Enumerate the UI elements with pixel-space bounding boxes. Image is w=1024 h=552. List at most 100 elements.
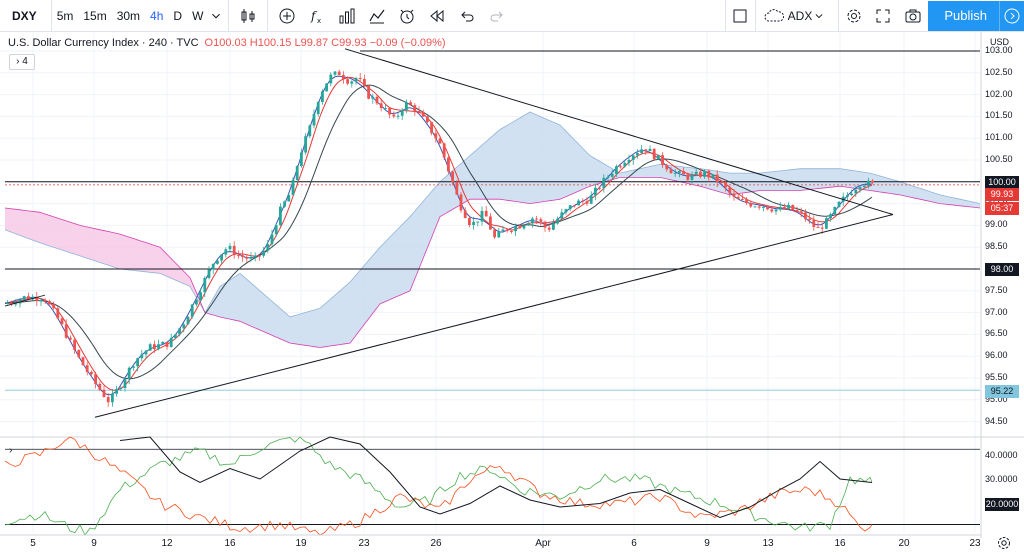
cloud-segment — [203, 307, 206, 313]
cloud-segment — [467, 155, 470, 201]
interval-5m[interactable]: 5m — [56, 8, 74, 23]
interval-30m[interactable]: 30m — [116, 8, 141, 23]
symbol-search[interactable]: DXY — [0, 0, 52, 32]
cloud-segment — [173, 260, 176, 281]
candle-body — [463, 210, 467, 219]
candle-body — [224, 249, 228, 255]
cloud-segment — [485, 139, 488, 200]
candle-body — [720, 181, 723, 183]
cloud-segment — [851, 170, 854, 189]
cloud-segment — [179, 266, 182, 283]
select-layout-icon[interactable] — [724, 0, 755, 32]
cloud-segment — [881, 176, 884, 193]
candle-body — [741, 198, 744, 200]
alert-clock-icon[interactable] — [392, 0, 422, 32]
candle-body — [762, 206, 765, 208]
price-tick-label: 97.50 — [985, 284, 1008, 295]
candle-body — [384, 108, 387, 110]
cloud-segment — [812, 168, 815, 190]
chevron-down-icon[interactable] — [208, 0, 224, 32]
interval-d[interactable]: D — [173, 8, 183, 23]
cloud-segment — [338, 289, 341, 345]
fullscreen-icon[interactable] — [868, 0, 898, 32]
cloud-segment — [26, 210, 29, 239]
cloud-segment — [23, 210, 26, 238]
countdown-label: 05:37 — [985, 202, 1019, 215]
candle-body — [321, 91, 324, 103]
cloud-segment — [968, 200, 971, 207]
interval-4h[interactable]: 4h — [150, 8, 164, 23]
cloud-segment — [134, 238, 137, 271]
cloud-segment — [269, 298, 272, 336]
cloud-segment — [602, 162, 605, 183]
cloud-segment — [638, 168, 641, 178]
candle-body — [665, 164, 669, 170]
candle-body — [325, 83, 328, 92]
price-tick-label: 95.50 — [985, 372, 1008, 382]
cloud-segment — [974, 202, 977, 208]
redo-icon[interactable] — [482, 0, 512, 32]
cloud-segment — [971, 201, 974, 208]
chart-canvas[interactable] — [0, 32, 1024, 552]
cloud-segment — [473, 150, 476, 200]
cloud-segment — [551, 121, 554, 201]
cloud-segment — [809, 168, 812, 190]
candle-body — [22, 296, 26, 300]
templates-icon[interactable] — [362, 0, 392, 32]
cloud-segment — [926, 190, 929, 202]
financials-icon[interactable] — [332, 0, 362, 32]
cloud-segment — [920, 188, 923, 200]
cloud-segment — [356, 271, 359, 336]
publish-button[interactable]: Publish — [928, 1, 999, 31]
price-tick-label: 95.00 — [985, 393, 1008, 404]
candle-body — [568, 205, 572, 210]
ohlc-open: O100.03 — [204, 37, 247, 49]
price-tick-label: 97.00 — [985, 306, 1008, 317]
interval-w[interactable]: W — [192, 8, 204, 23]
cloud-segment — [254, 285, 257, 329]
settings-gear-icon[interactable] — [838, 0, 868, 32]
publish-dropdown-button[interactable] — [999, 1, 1024, 31]
candle-body — [829, 214, 832, 219]
add-compare-icon[interactable] — [272, 0, 302, 32]
candle-body — [312, 114, 316, 126]
camera-icon[interactable] — [898, 0, 928, 32]
candle-body — [804, 212, 807, 219]
cloud-segment — [431, 188, 434, 239]
cloud-segment — [626, 171, 629, 178]
cloud-segment — [512, 120, 515, 202]
candle-body — [132, 366, 135, 368]
cloud-segment — [110, 231, 113, 267]
candle-body — [724, 182, 727, 188]
triangle-drawing[interactable] — [4, 48, 894, 418]
candle-body — [85, 365, 89, 372]
cloud-segment — [29, 210, 32, 240]
cloud-segment — [575, 140, 578, 193]
price-tick-label: 98.50 — [985, 241, 1008, 252]
cloud-segment — [584, 149, 587, 189]
cloud-segment — [956, 198, 959, 206]
adx-collapse-button[interactable]: › — [9, 445, 13, 456]
cloud-segment — [191, 280, 194, 294]
candle-body — [279, 206, 282, 226]
cloud-segment — [65, 220, 68, 252]
cloud-segment — [500, 127, 503, 200]
cloud-segment — [944, 195, 947, 205]
candle-body — [552, 223, 555, 230]
indicators-collapse-button[interactable]: › 4 — [9, 54, 35, 70]
interval-15m[interactable]: 15m — [83, 8, 107, 23]
cloud-segment — [317, 308, 320, 348]
study-template-adx[interactable]: ADX — [754, 0, 839, 32]
undo-icon[interactable] — [452, 0, 482, 32]
candle-body — [640, 149, 643, 154]
replay-icon[interactable] — [422, 0, 452, 32]
candle-body — [417, 111, 421, 113]
candle-body — [161, 341, 165, 345]
candles-icon[interactable] — [233, 0, 263, 32]
toolbar-divider — [228, 0, 230, 32]
chart-settings-gear-icon[interactable] — [996, 535, 1012, 551]
ohlc-close: C99.93 — [331, 37, 367, 49]
candle-body — [799, 211, 803, 213]
